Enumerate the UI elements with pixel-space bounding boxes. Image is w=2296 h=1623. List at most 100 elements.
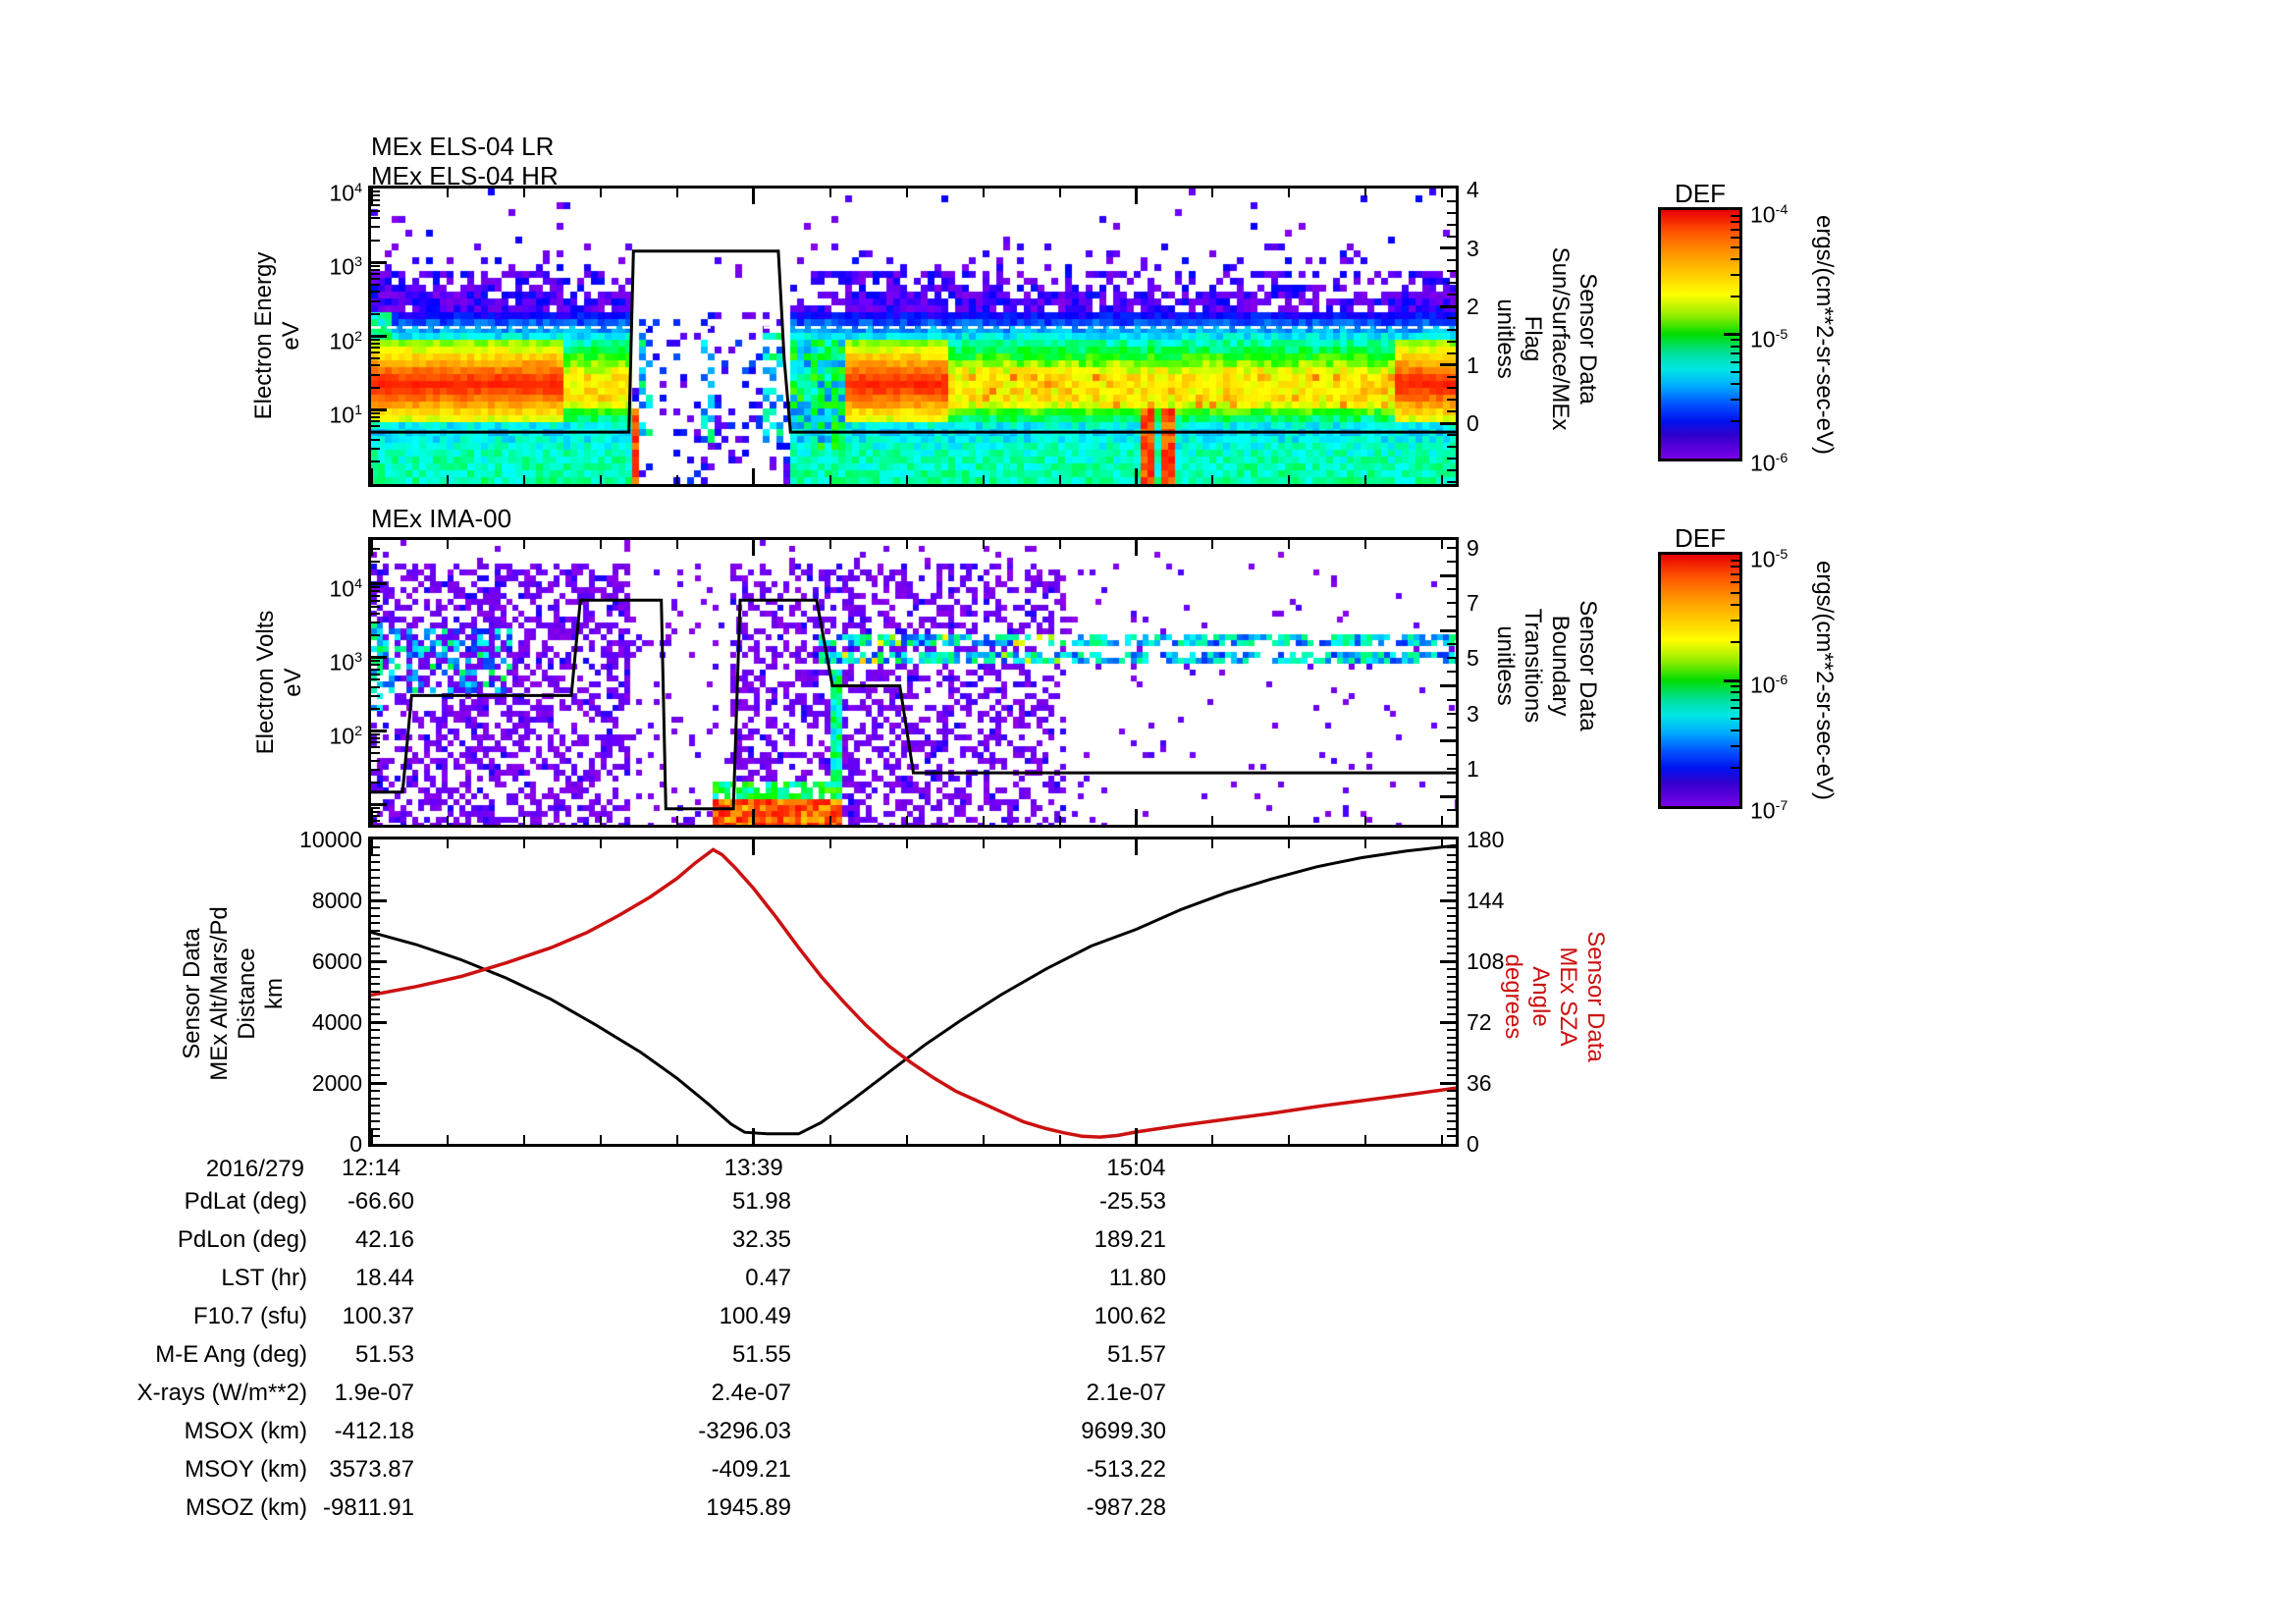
y-axis-tick-label: 108 [1467, 948, 1505, 974]
table-value: 1945.89 [706, 1494, 791, 1521]
tick-mark [1447, 945, 1456, 947]
y-axis-tick-label: 144 [1467, 888, 1505, 913]
tick-mark [1731, 382, 1739, 385]
y-axis-tick-label: 4000 [311, 1009, 362, 1035]
table-value: -25.53 [1098, 1188, 1166, 1215]
table-value: 51.57 [1106, 1341, 1166, 1368]
tick-mark [1447, 434, 1456, 437]
tick-mark [1731, 237, 1739, 240]
colorbar2-title: DEF [1675, 523, 1726, 553]
tick-mark [1364, 540, 1367, 549]
tick-mark [371, 752, 380, 755]
table-value: 42.16 [354, 1226, 414, 1253]
table-row-label: M-E Ang (deg) [155, 1341, 307, 1368]
tick-mark [675, 189, 678, 197]
tick-mark [371, 599, 380, 602]
tick-mark [1731, 698, 1739, 701]
orbit-curves [371, 843, 1456, 1139]
tick-mark [1447, 1044, 1456, 1047]
tick-mark [752, 540, 756, 556]
tick-mark [522, 475, 525, 484]
tick-mark [371, 1089, 380, 1092]
tick-mark [522, 540, 525, 549]
tick-mark [371, 364, 380, 367]
tick-mark [371, 335, 387, 338]
tick-mark [371, 991, 380, 993]
tick-mark [371, 983, 380, 986]
tick-mark [371, 373, 380, 376]
els-title-line1: MEx ELS-04 LR [371, 132, 555, 161]
tick-mark [371, 1005, 380, 1008]
tick-mark [1211, 816, 1214, 825]
table-value: 51.98 [731, 1188, 791, 1215]
colorbar1-units: ergs/(cm**2-sr-sec-eV) [1811, 214, 1838, 456]
colorbar2 [1658, 552, 1742, 809]
table-value: -987.28 [1086, 1494, 1166, 1521]
tick-mark [1447, 317, 1456, 320]
tick-mark [1134, 839, 1138, 855]
tick-mark [446, 839, 449, 848]
tick-mark [1447, 869, 1456, 871]
tick-mark [371, 239, 380, 242]
els-spectrogram-canvas [371, 189, 1456, 484]
tick-mark [1447, 892, 1456, 894]
table-value: -66.60 [347, 1188, 414, 1215]
tick-mark [371, 807, 380, 810]
tick-mark [752, 839, 756, 855]
tick-mark [1364, 189, 1367, 197]
y-axis-tick-label: 2000 [311, 1070, 362, 1096]
tick-mark [1447, 340, 1456, 343]
tick-mark [1447, 1013, 1456, 1016]
x-axis-time-label: 12:14 [341, 1155, 401, 1181]
tick-mark [371, 1052, 380, 1054]
ima-spectrogram-canvas [371, 540, 1456, 825]
tick-mark [371, 582, 387, 586]
tick-mark [371, 660, 380, 663]
ima-spectrogram-panel [368, 537, 1459, 828]
tick-mark [1447, 712, 1456, 715]
ima-right-axis-title: Sensor Data Boundary Transitions unitles… [1492, 600, 1601, 731]
tick-mark [1441, 475, 1444, 484]
tick-mark [371, 668, 380, 671]
tick-mark [1058, 816, 1061, 825]
tick-mark [1447, 906, 1456, 909]
tick-mark [371, 425, 380, 428]
tick-mark [371, 782, 380, 784]
table-row-label: MSOX (km) [184, 1418, 307, 1444]
tick-mark [522, 816, 525, 825]
tick-mark [371, 769, 380, 771]
tick-mark [1724, 333, 1739, 336]
tick-mark [1440, 573, 1456, 577]
tick-mark [1440, 684, 1456, 688]
table-row-label: F10.7 (sfu) [192, 1303, 307, 1329]
tick-mark [371, 272, 380, 275]
tick-mark [371, 612, 380, 615]
tick-mark [1731, 684, 1739, 687]
table-row-label: MSOZ (km) [186, 1494, 307, 1521]
table-value: -409.21 [711, 1456, 791, 1483]
tick-mark [371, 811, 380, 814]
tick-mark [371, 673, 380, 676]
tick-mark [1447, 410, 1456, 413]
tick-mark [371, 975, 380, 978]
tick-mark [1447, 1089, 1456, 1092]
tick-mark [1731, 214, 1739, 217]
els-spectrogram-panel [368, 186, 1459, 487]
tick-mark [1288, 816, 1291, 825]
tick-mark [1447, 952, 1456, 955]
tick-mark [1447, 399, 1456, 402]
tick-mark [371, 967, 380, 970]
tick-mark [371, 548, 380, 551]
tick-mark [1731, 258, 1739, 261]
altitude-curve [371, 843, 1456, 1136]
ima-axis-ticks [369, 540, 1456, 825]
tick-mark [371, 1058, 380, 1061]
tick-mark [371, 342, 380, 345]
table-value: 0.47 [745, 1265, 791, 1291]
y-axis-tick-label: 101 [329, 402, 362, 428]
tick-mark [1447, 1127, 1456, 1130]
tick-mark [371, 387, 380, 390]
tick-mark [371, 1036, 380, 1039]
orbit-left-axis-title: Sensor Data MEx Alt/Mars/Pd Distance km [179, 906, 288, 1081]
tick-mark [371, 283, 380, 286]
